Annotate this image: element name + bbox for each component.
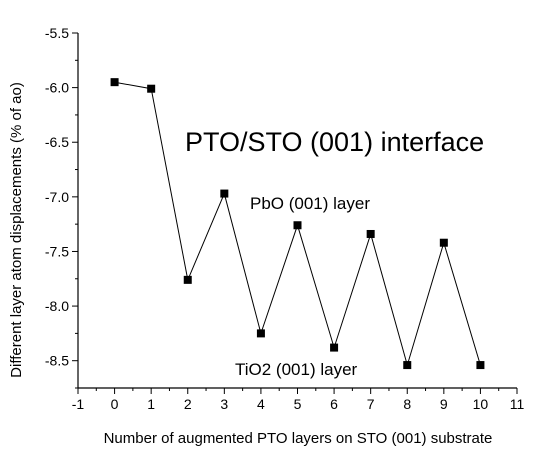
y-tick-label: -7.0 — [45, 189, 69, 205]
x-tick-label: 9 — [440, 396, 448, 412]
y-tick-label: -8.0 — [45, 298, 69, 314]
axes-layer: -1 0 1 2 3 4 5 6 7 8 9 10 11 -5.5 -6.0 -6.5 -7.0 -7.5 -8.0… — [45, 25, 525, 412]
data-point-marker — [183, 275, 192, 284]
annotation-pbo-layer: PbO (001) layer — [250, 194, 370, 213]
data-point-marker — [256, 329, 265, 338]
annotation-tio2-layer: TiO2 (001) layer — [235, 360, 358, 379]
series-layer — [110, 78, 485, 370]
y-tick-label: -8.5 — [45, 353, 69, 369]
x-tick-label: 1 — [147, 396, 155, 412]
x-tick-label: 2 — [184, 396, 192, 412]
data-point-marker — [403, 361, 412, 370]
x-tick-label: 5 — [294, 396, 302, 412]
x-tick-label: 3 — [220, 396, 228, 412]
chart-title: PTO/STO (001) interface — [185, 127, 484, 157]
x-tick-label: 0 — [111, 396, 119, 412]
y-tick-label: -7.5 — [45, 243, 69, 259]
y-tick-label: -5.5 — [45, 25, 69, 41]
x-tick-label: 8 — [403, 396, 411, 412]
data-point-marker — [476, 361, 485, 370]
data-point-marker — [366, 229, 375, 238]
data-point-marker — [293, 221, 302, 230]
y-axis-label: Different layer atom displacements (% of… — [8, 82, 25, 378]
data-point-marker — [439, 238, 448, 247]
data-point-marker — [110, 78, 119, 87]
x-axis-label: Number of augmented PTO layers on STO (0… — [104, 430, 493, 447]
x-tick-label: 6 — [330, 396, 338, 412]
x-tick-label: 4 — [257, 396, 265, 412]
text-layer: PTO/STO (001) interface PbO (001) layer … — [8, 82, 492, 447]
data-point-marker — [330, 343, 339, 352]
x-tick-label: 7 — [367, 396, 375, 412]
data-point-marker — [147, 84, 156, 93]
y-tick-label: -6.0 — [45, 80, 69, 96]
data-point-marker — [220, 189, 229, 198]
x-tick-label: 11 — [510, 396, 525, 412]
x-tick-label: 10 — [473, 396, 489, 412]
y-tick-label: -6.5 — [45, 134, 69, 150]
x-tick-label: -1 — [72, 396, 85, 412]
